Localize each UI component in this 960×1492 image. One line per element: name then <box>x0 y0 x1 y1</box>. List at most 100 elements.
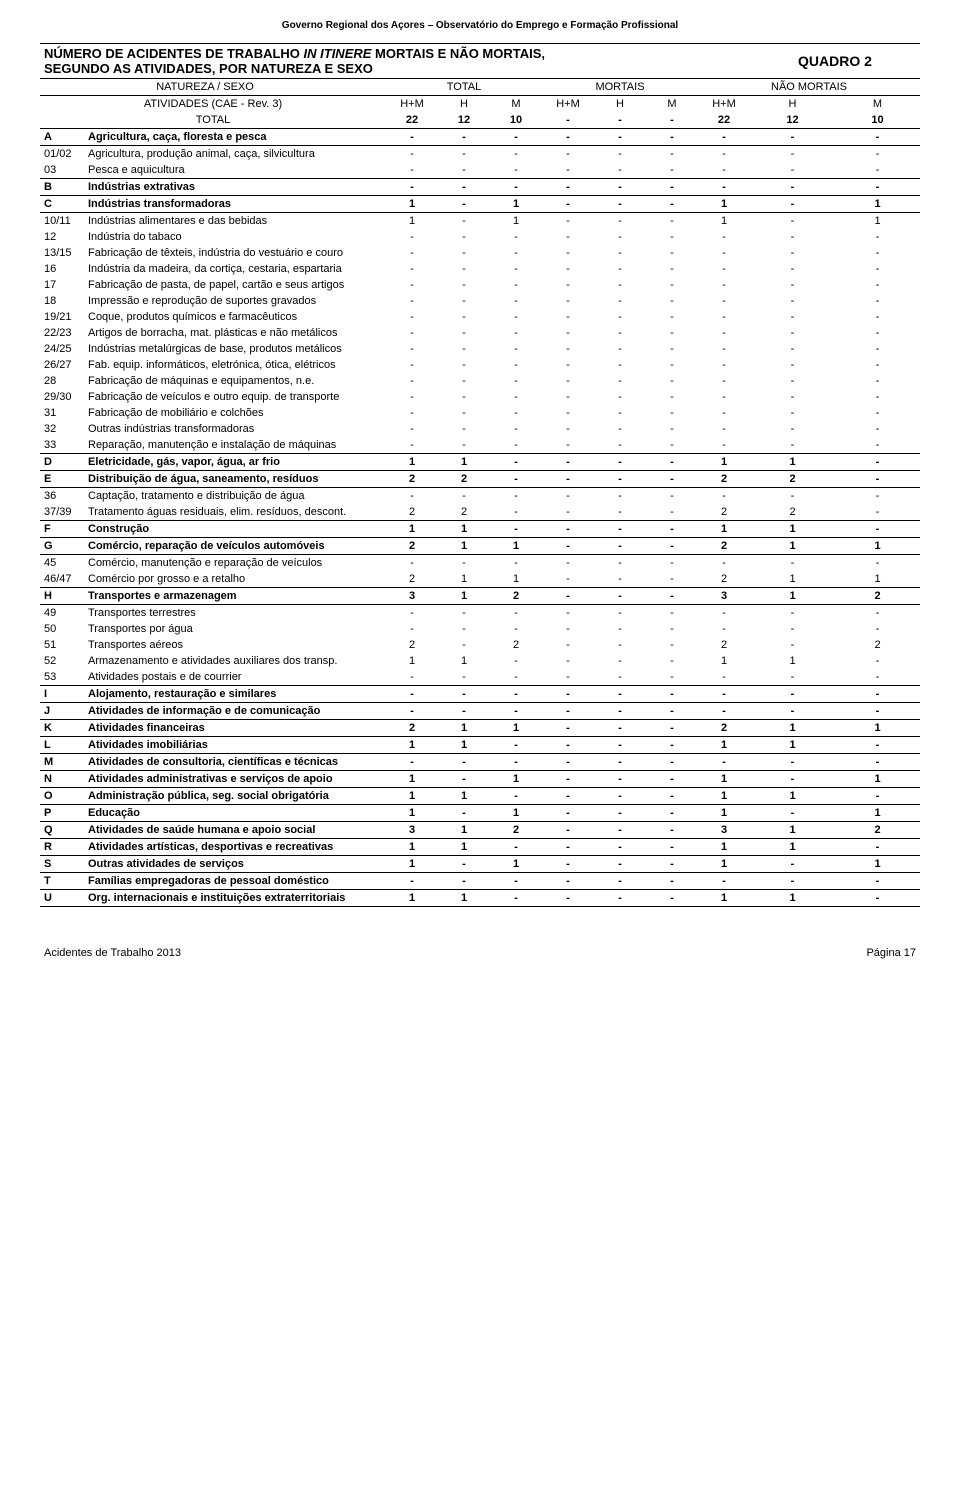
col-m-2: M <box>646 96 698 113</box>
section-cell: - <box>542 538 594 555</box>
detail-cell: - <box>490 389 542 405</box>
section-code: G <box>40 538 84 555</box>
detail-cell: 2 <box>386 571 438 588</box>
detail-cell: - <box>490 405 542 421</box>
detail-desc: Armazenamento e atividades auxiliares do… <box>84 653 386 669</box>
detail-cell: 1 <box>698 213 750 230</box>
detail-cell: 1 <box>835 213 920 230</box>
detail-cell: - <box>438 309 490 325</box>
section-cell: - <box>750 196 835 213</box>
section-code: P <box>40 805 84 822</box>
detail-cell: 1 <box>835 571 920 588</box>
section-row: RAtividades artísticas, desportivas e re… <box>40 839 920 856</box>
detail-cell: - <box>542 293 594 309</box>
section-cell: 1 <box>438 737 490 754</box>
detail-cell: - <box>490 373 542 389</box>
detail-desc: Impressão e reprodução de suportes grava… <box>84 293 386 309</box>
section-desc: Atividades artísticas, desportivas e rec… <box>84 839 386 856</box>
section-cell: - <box>542 129 594 146</box>
section-cell: - <box>594 179 646 196</box>
section-code: B <box>40 179 84 196</box>
section-cell: - <box>646 873 698 890</box>
section-cell: - <box>490 703 542 720</box>
detail-desc: Fabricação de máquinas e equipamentos, n… <box>84 373 386 389</box>
detail-cell: - <box>646 277 698 293</box>
detail-cell: - <box>542 309 594 325</box>
detail-cell: 2 <box>386 637 438 653</box>
section-cell: 1 <box>835 196 920 213</box>
detail-code: 10/11 <box>40 213 84 230</box>
detail-row: 10/11Indústrias alimentares e das bebida… <box>40 213 920 230</box>
detail-cell: - <box>542 653 594 669</box>
section-cell: - <box>438 856 490 873</box>
detail-row: 17Fabricação de pasta, de papel, cartão … <box>40 277 920 293</box>
detail-cell: - <box>594 504 646 521</box>
total-cell: 10 <box>835 112 920 129</box>
section-cell: - <box>542 588 594 605</box>
section-cell: 2 <box>490 588 542 605</box>
section-cell: 1 <box>438 720 490 737</box>
total-label: TOTAL <box>40 112 386 129</box>
section-cell: 1 <box>698 771 750 788</box>
total-cell: 12 <box>750 112 835 129</box>
section-cell: 1 <box>386 196 438 213</box>
section-cell: - <box>594 521 646 538</box>
section-cell: - <box>646 737 698 754</box>
section-cell: - <box>438 754 490 771</box>
section-cell: - <box>646 856 698 873</box>
detail-cell: - <box>438 389 490 405</box>
title-italic: IN ITINERE <box>304 46 372 61</box>
detail-cell: - <box>646 261 698 277</box>
detail-desc: Outras indústrias transformadoras <box>84 421 386 437</box>
section-cell: - <box>646 454 698 471</box>
section-row: HTransportes e armazenagem312---312 <box>40 588 920 605</box>
detail-code: 37/39 <box>40 504 84 521</box>
section-desc: Indústrias transformadoras <box>84 196 386 213</box>
detail-cell: - <box>646 488 698 505</box>
detail-cell: - <box>490 277 542 293</box>
section-cell: 1 <box>750 788 835 805</box>
detail-row: 24/25Indústrias metalúrgicas de base, pr… <box>40 341 920 357</box>
detail-cell: - <box>594 325 646 341</box>
detail-cell: - <box>542 504 594 521</box>
total-cell: - <box>594 112 646 129</box>
detail-cell: - <box>698 669 750 686</box>
detail-row: 52Armazenamento e atividades auxiliares … <box>40 653 920 669</box>
detail-cell: - <box>542 555 594 572</box>
detail-cell: - <box>835 325 920 341</box>
detail-cell: - <box>835 669 920 686</box>
section-cell: - <box>594 788 646 805</box>
detail-cell: - <box>594 162 646 179</box>
section-cell: 1 <box>438 822 490 839</box>
detail-cell: - <box>750 357 835 373</box>
section-cell: - <box>698 129 750 146</box>
section-cell: - <box>542 686 594 703</box>
detail-cell: - <box>438 373 490 389</box>
detail-cell: 1 <box>698 653 750 669</box>
section-cell: 1 <box>750 737 835 754</box>
section-cell: 1 <box>490 720 542 737</box>
section-cell: 1 <box>438 454 490 471</box>
total-cell: - <box>542 112 594 129</box>
detail-cell: - <box>750 637 835 653</box>
detail-cell: - <box>438 261 490 277</box>
section-cell: - <box>490 737 542 754</box>
detail-code: 12 <box>40 229 84 245</box>
section-cell: 1 <box>835 771 920 788</box>
detail-cell: - <box>542 341 594 357</box>
detail-cell: - <box>835 277 920 293</box>
detail-cell: - <box>646 162 698 179</box>
detail-cell: - <box>750 405 835 421</box>
section-cell: - <box>835 179 920 196</box>
detail-cell: - <box>490 357 542 373</box>
detail-cell: - <box>542 373 594 389</box>
section-row: QAtividades de saúde humana e apoio soci… <box>40 822 920 839</box>
detail-cell: - <box>594 555 646 572</box>
detail-cell: - <box>646 637 698 653</box>
detail-cell: - <box>750 669 835 686</box>
section-cell: 1 <box>438 538 490 555</box>
detail-row: 13/15Fabricação de têxteis, indústria do… <box>40 245 920 261</box>
section-desc: Famílias empregadoras de pessoal domésti… <box>84 873 386 890</box>
section-cell: - <box>438 179 490 196</box>
section-cell: 2 <box>835 822 920 839</box>
